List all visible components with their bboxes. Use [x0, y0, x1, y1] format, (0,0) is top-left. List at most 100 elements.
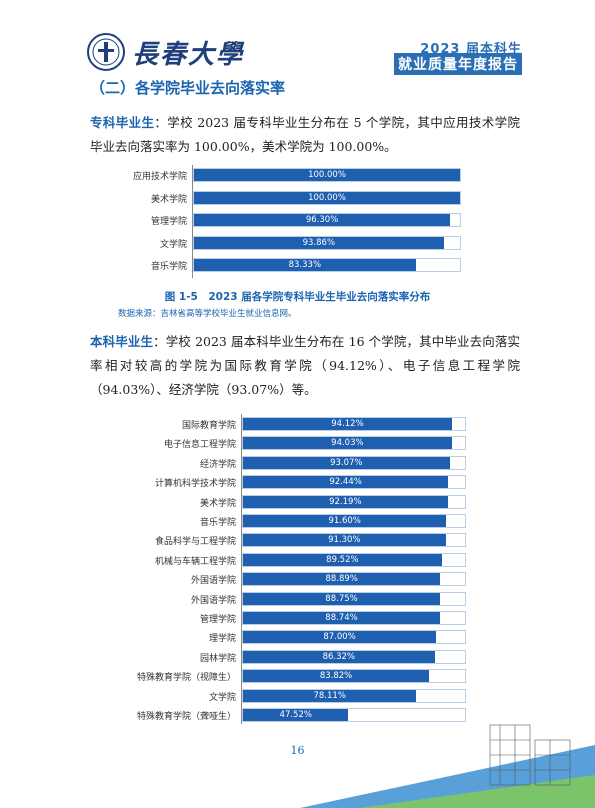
bar-track: 91.60%	[242, 514, 466, 528]
category-label: 文学院	[159, 239, 187, 250]
zhuanke-bar-chart: 应用技术学院 100.00% 美术学院 100.00% 管理学院 96.30% 文学院 93.…	[90, 164, 520, 278]
category-label: 文学院	[208, 692, 236, 703]
bar-value-label: 94.03%	[331, 438, 364, 449]
bar-track: 100.00%	[193, 168, 461, 182]
benke-text: ：学校 2023 届本科毕业生分布在 16 个学院，其中毕业去向落实率相对较高的…	[90, 334, 520, 397]
bar	[243, 592, 441, 605]
bar-value-label: 89.52%	[326, 554, 359, 565]
university-seal-logo	[87, 33, 125, 71]
bar-value-label: 92.44%	[329, 477, 362, 488]
zhuanke-paragraph: 专科毕业生：学校 2023 届专科毕业生分布在 5 个学院，其中应用技术学院毕业…	[90, 111, 520, 159]
zhuanke-text: ：学校 2023 届专科毕业生分布在 5 个学院，其中应用技术学院毕业去向落实率…	[90, 115, 520, 154]
bar	[243, 418, 452, 430]
benke-lead: 本科毕业生	[90, 334, 154, 349]
bar-track: 88.75%	[242, 591, 466, 606]
category-label: 音乐学院	[150, 262, 187, 272]
category-label: 理学院	[208, 634, 236, 645]
bar-value-label: 88.74%	[325, 613, 358, 623]
benke-bar-chart: 国际教育学院 94.12% 电子信息工程学院 94.03% 经济学院 93.07% 计算机科…	[90, 413, 520, 725]
category-label: 外国语学院	[190, 576, 236, 587]
university-name: 長春大學	[132, 40, 245, 70]
bar-value-label: 87.00%	[323, 632, 356, 643]
category-label: 应用技术学院	[132, 172, 187, 182]
bar-track: 78.11%	[242, 688, 466, 703]
bar-track: 100.00%	[193, 190, 461, 205]
source-note: 数据来源：吉林省高等学校毕业生就业信息网。	[118, 309, 297, 319]
report-title-banner: 2023 届本科生 就业质量年度报告	[362, 38, 522, 75]
bar-track: 94.03%	[242, 436, 466, 451]
bar-track: 92.19%	[242, 494, 466, 509]
category-label: 特殊教育学院（视障生）	[136, 673, 236, 684]
category-label: 计算机科学技术学院	[154, 479, 236, 490]
bar-track: 96.30%	[193, 213, 461, 227]
bar-value-label: 91.60%	[328, 516, 361, 526]
bar	[194, 191, 460, 204]
bar	[243, 515, 447, 527]
bar	[243, 709, 349, 721]
bar	[194, 169, 460, 181]
category-label: 特殊教育学院（聋哑生）	[136, 712, 236, 722]
bar-track: 92.44%	[242, 475, 466, 490]
bar-value-label: 93.86%	[302, 237, 336, 248]
bar	[243, 476, 449, 489]
zhuanke-lead: 专科毕业生	[90, 115, 155, 130]
chart-axis-line	[241, 414, 242, 725]
bar-track: 47.52%	[242, 708, 466, 722]
category-label: 电子信息工程学院	[163, 440, 236, 451]
bar-value-label: 100.00%	[308, 192, 346, 203]
category-label: 美术学院	[199, 498, 236, 509]
bar	[243, 631, 437, 644]
bar	[194, 214, 451, 226]
bar	[243, 650, 435, 663]
bar-value-label: 94.12%	[331, 419, 364, 429]
bar-value-label: 100.00%	[308, 170, 346, 180]
bar-track: 89.52%	[242, 552, 466, 567]
bar	[194, 236, 444, 249]
bar-track: 88.74%	[242, 611, 466, 625]
bar	[243, 456, 450, 469]
bar-track: 88.89%	[242, 572, 466, 587]
bar-value-label: 86.32%	[322, 651, 356, 662]
bar	[243, 670, 430, 683]
bar-track: 83.33%	[193, 258, 461, 272]
bar	[243, 534, 446, 547]
category-label: 美术学院	[150, 194, 187, 205]
bar	[194, 259, 416, 271]
bar-value-label: 83.82%	[319, 671, 353, 682]
category-label: 经济学院	[199, 459, 236, 470]
category-label: 机械与车辆工程学院	[154, 556, 236, 567]
bar-track: 86.32%	[242, 649, 466, 664]
bar-track: 94.12%	[242, 417, 466, 431]
bar-track: 83.82%	[242, 669, 466, 684]
category-label: 音乐学院	[199, 518, 236, 528]
bar	[243, 689, 417, 702]
bar-track: 91.30%	[242, 533, 466, 548]
bar	[243, 612, 440, 624]
bar-value-label: 83.33%	[288, 260, 322, 270]
campus-building-decoration	[300, 724, 595, 808]
bar-track: 93.86%	[193, 235, 461, 250]
bar	[243, 495, 448, 508]
category-label: 外国语学院	[190, 595, 236, 606]
bar	[243, 573, 441, 586]
benke-paragraph: 本科毕业生：学校 2023 届本科毕业生分布在 16 个学院，其中毕业去向落实率…	[90, 330, 520, 402]
figure-caption: 图 1-5 2023 届各学院专科毕业生毕业去向落实率分布	[164, 291, 431, 303]
category-label: 国际教育学院	[181, 421, 236, 431]
bar-value-label: 91.30%	[328, 535, 361, 546]
bar-value-label: 47.52%	[279, 710, 312, 720]
bar-track: 87.00%	[242, 630, 466, 645]
bar-value-label: 88.75%	[325, 593, 358, 604]
bar-value-label: 96.30%	[305, 215, 339, 225]
bar-value-label: 93.07%	[330, 457, 363, 468]
bar	[243, 553, 442, 566]
bar-value-label: 88.89%	[325, 574, 358, 585]
bar-value-label: 78.11%	[313, 690, 346, 701]
report-title-line2: 就业质量年度报告	[394, 53, 522, 75]
category-label: 管理学院	[150, 217, 187, 227]
section-title: （二）各学院毕业去向落实率	[90, 79, 286, 97]
category-label: 管理学院	[199, 615, 236, 625]
bar	[243, 437, 452, 450]
page-number: 16	[290, 744, 305, 757]
category-label: 食品科学与工程学院	[154, 537, 236, 548]
bar-value-label: 92.19%	[329, 496, 362, 507]
